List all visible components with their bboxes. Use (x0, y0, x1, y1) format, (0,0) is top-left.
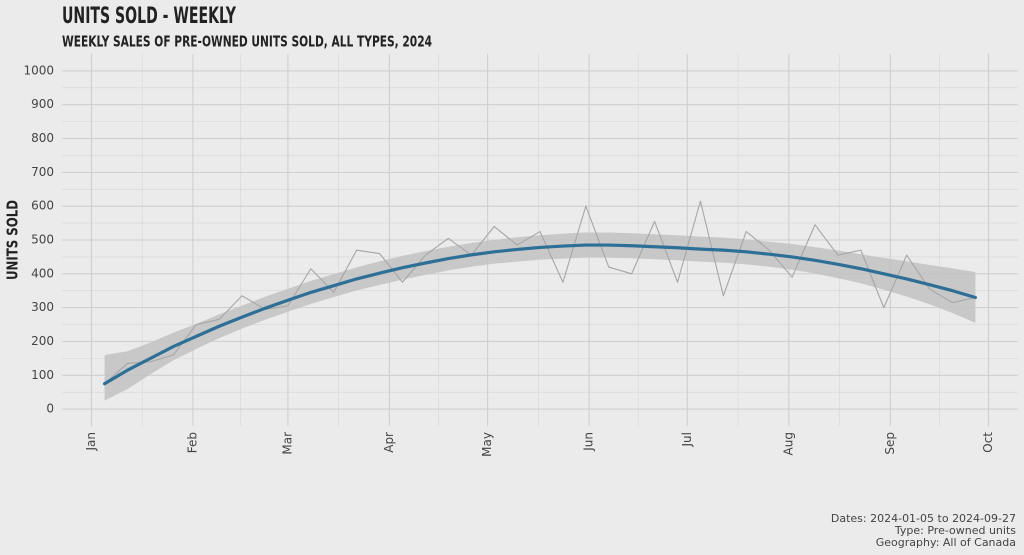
x-tick-label: Sep (883, 432, 897, 455)
x-tick-label: Aug (781, 432, 795, 455)
x-tick-label: Jun (582, 432, 596, 452)
y-tick-label: 900 (31, 97, 54, 111)
y-tick-label: 200 (31, 334, 54, 348)
x-tick-label: Mar (280, 432, 294, 455)
y-tick-label: 1000 (23, 63, 54, 77)
x-tick-label: Apr (382, 432, 396, 453)
x-tick-label: Feb (185, 432, 199, 453)
caption-line: Dates: 2024-01-05 to 2024-09-27 (831, 512, 1016, 525)
y-tick-label: 500 (31, 233, 54, 247)
y-tick-label: 100 (31, 368, 54, 382)
x-tick-label: Oct (981, 432, 995, 453)
chart-subtitle: WEEKLY SALES OF PRE-OWNED UNITS SOLD, AL… (62, 33, 432, 51)
x-tick-label: Jan (84, 432, 98, 452)
plot (102, 200, 978, 401)
y-tick-label: 800 (31, 131, 54, 145)
trend-line (102, 243, 978, 386)
x-tick-label: Jul (680, 432, 694, 447)
caption-line: Type: Pre-owned units (894, 524, 1016, 537)
y-axis-label: UNITS SOLD (4, 200, 22, 280)
weekly-line (104, 200, 976, 385)
caption-line: Geography: All of Canada (876, 536, 1016, 549)
y-tick-label: 300 (31, 300, 54, 314)
x-tick-label: May (480, 432, 494, 457)
y-tick-label: 0 (46, 402, 54, 416)
y-tick-label: 700 (31, 165, 54, 179)
y-tick-label: 400 (31, 266, 54, 280)
chart-title: UNITS SOLD - WEEKLY (62, 4, 237, 29)
y-tick-label: 600 (31, 199, 54, 213)
